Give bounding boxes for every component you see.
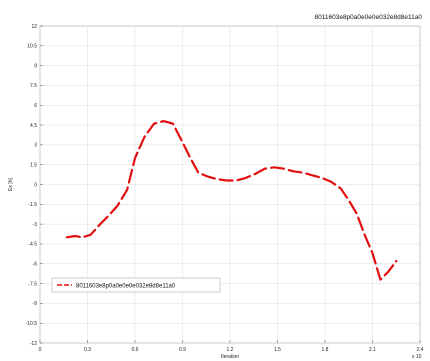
series-point bbox=[312, 175, 313, 176]
series-point bbox=[190, 158, 191, 159]
series-point bbox=[364, 234, 365, 235]
chart-title: 8011603e8p0a0e0e0e032e8d8e11a0 bbox=[315, 14, 423, 21]
series-point bbox=[396, 261, 397, 262]
series-point bbox=[144, 136, 145, 137]
x-tick-label: 2.1 bbox=[369, 347, 376, 353]
y-tick-label: -9 bbox=[33, 301, 38, 307]
x-tick-label: 1.8 bbox=[322, 347, 329, 353]
series-point bbox=[348, 200, 349, 201]
series-layer bbox=[65, 119, 398, 281]
series-point bbox=[340, 188, 341, 189]
y-tick-label: -1.5 bbox=[28, 202, 37, 208]
series-point bbox=[331, 181, 332, 182]
series-point bbox=[173, 123, 174, 124]
y-tick-label: 7.5 bbox=[30, 83, 37, 89]
series-point bbox=[293, 171, 294, 172]
y-tick-label: 6 bbox=[34, 103, 37, 109]
series-point bbox=[207, 176, 208, 177]
series-point bbox=[82, 237, 83, 238]
series-point bbox=[302, 172, 303, 173]
series-point bbox=[108, 216, 109, 217]
series-point bbox=[74, 236, 75, 237]
y-tick-label: -3 bbox=[33, 222, 38, 228]
series-point bbox=[380, 279, 381, 280]
series-point bbox=[182, 142, 183, 143]
y-tick-label: 0 bbox=[34, 182, 37, 188]
y-tick-label: 9 bbox=[34, 63, 37, 69]
x-tick-label: 1.2 bbox=[227, 347, 234, 353]
series-point bbox=[255, 173, 256, 174]
series-point bbox=[163, 121, 164, 122]
y-tick-label: 12 bbox=[31, 24, 37, 30]
x-axis-exponent: x 10 bbox=[412, 354, 422, 360]
x-tick-label: 2.4 bbox=[417, 347, 424, 353]
series-point bbox=[226, 180, 227, 181]
series-point bbox=[245, 177, 246, 178]
series-point bbox=[356, 213, 357, 214]
legend-label: 8011603e8p0a0e0e0e032e8d8e11a0 bbox=[76, 284, 176, 290]
y-tick-label: -6 bbox=[33, 262, 38, 268]
series-point bbox=[388, 271, 389, 272]
y-axis-ticks: 12 10.5 9 7.5 6 4.5 3 1.5 0 -1.5 -3 -4.5 -6 -7.5 -9 -10… bbox=[26, 24, 43, 347]
series-point bbox=[135, 158, 136, 159]
series-point bbox=[372, 253, 373, 254]
x-tick-label: 0.6 bbox=[132, 347, 139, 353]
x-axis-label: Iteration bbox=[221, 354, 239, 360]
y-tick-label: -7.5 bbox=[28, 281, 37, 287]
x-tick-label: 0 bbox=[39, 347, 42, 353]
y-tick-label: 10.5 bbox=[27, 44, 37, 50]
legend: 8011603e8p0a0e0e0e032e8d8e11a0 bbox=[51, 277, 221, 293]
y-tick-label: -10.5 bbox=[26, 321, 38, 327]
series-point bbox=[127, 189, 128, 190]
series-point bbox=[217, 179, 218, 180]
series-line bbox=[65, 119, 398, 281]
x-tick-label: 0.3 bbox=[84, 347, 91, 353]
series-point bbox=[264, 168, 265, 169]
y-tick-label: 3 bbox=[34, 143, 37, 149]
series-point bbox=[90, 234, 91, 235]
y-tick-label: -12 bbox=[30, 341, 37, 347]
series-point bbox=[198, 172, 199, 173]
series-point bbox=[100, 224, 101, 225]
series-point bbox=[274, 167, 275, 168]
y-tick-label: -4.5 bbox=[28, 242, 37, 248]
legend-box bbox=[51, 277, 221, 293]
series-point bbox=[154, 123, 155, 124]
y-tick-label: 1.5 bbox=[30, 162, 37, 168]
y-tick-label: 4.5 bbox=[30, 123, 37, 129]
x-tick-label: 0.9 bbox=[179, 347, 186, 353]
y-axis-label: Ex [h] bbox=[8, 178, 14, 191]
series-point bbox=[117, 205, 118, 206]
series-point bbox=[283, 168, 284, 169]
series-point bbox=[66, 237, 67, 238]
x-tick-label: 1.5 bbox=[274, 347, 281, 353]
x-axis-ticks: 0 0.3 0.6 0.9 1.2 1.5 1.8 2.1 2.4 bbox=[39, 340, 424, 353]
series-point bbox=[236, 180, 237, 181]
series-point bbox=[321, 177, 322, 178]
